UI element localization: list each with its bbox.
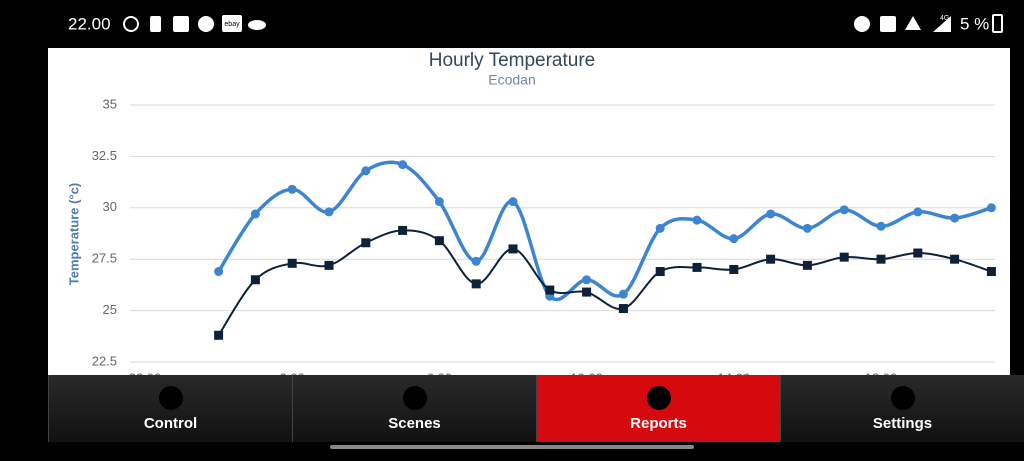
chart-title: Hourly Temperature: [429, 50, 596, 71]
point-marker: [324, 207, 334, 217]
point-marker: [434, 236, 444, 246]
point-marker: [876, 254, 886, 264]
point-marker: [802, 260, 812, 270]
point-marker: [361, 166, 371, 176]
whatsapp-icon: [123, 16, 139, 32]
point-marker: [839, 252, 849, 262]
y-tick-label: 27.5: [92, 251, 117, 266]
x-tick-label: 6:00: [427, 370, 452, 375]
alarm-icon: [854, 16, 870, 32]
point-marker: [618, 289, 628, 299]
x-tick-label: 18:00: [865, 370, 898, 375]
point-marker: [582, 275, 592, 285]
nav-icon: [158, 386, 183, 410]
point-marker: [471, 279, 481, 289]
point-marker: [692, 262, 702, 272]
point-marker: [766, 209, 776, 219]
point-marker: [692, 215, 702, 225]
point-marker: [214, 267, 224, 277]
cloud-icon: [248, 20, 266, 30]
point-marker: [471, 256, 481, 266]
point-marker: [250, 275, 260, 285]
y-tick-label: 22.5: [92, 353, 117, 368]
point-marker: [434, 197, 444, 207]
nav-icon: [402, 386, 427, 410]
point-marker: [913, 207, 923, 217]
point-marker: [766, 254, 776, 264]
y-axis-label: Temperature (°c): [66, 183, 81, 285]
point-marker: [508, 197, 518, 207]
nav-label: Settings: [872, 415, 933, 432]
app-icon: [173, 16, 189, 32]
battery-icon: [992, 14, 1003, 33]
x-tick-label: 22:00: [129, 370, 162, 375]
nav-tab[interactable]: Scenes: [292, 375, 536, 442]
ebay-text: ebay: [224, 21, 240, 28]
x-tick-label: 14:00: [718, 370, 751, 375]
y-tick-label: 30: [103, 199, 117, 214]
point-marker: [508, 244, 518, 254]
facebook-icon: [198, 16, 214, 32]
volte-icon: [880, 16, 896, 32]
point-marker: [398, 225, 408, 235]
nav-tab[interactable]: Settings: [780, 375, 1024, 442]
point-marker: [287, 184, 297, 194]
home-indicator: [330, 445, 694, 449]
point-marker: [287, 258, 297, 268]
chart-subtitle: Ecodan: [488, 72, 535, 88]
point-marker: [950, 213, 960, 223]
point-marker: [361, 238, 371, 248]
point-marker: [250, 209, 260, 219]
nav-tab[interactable]: Control: [48, 375, 292, 442]
point-marker: [398, 160, 408, 170]
point-marker: [839, 205, 849, 215]
alert-icon: [150, 16, 161, 32]
nav-tab[interactable]: Reports: [536, 375, 780, 442]
nav-label: Scenes: [388, 415, 441, 432]
point-marker: [214, 330, 224, 340]
series-line: [217, 160, 992, 302]
point-marker: [986, 203, 996, 213]
y-tick-label: 25: [103, 302, 117, 317]
point-marker: [582, 287, 592, 297]
mute-icon: [905, 16, 921, 30]
point-marker: [655, 267, 665, 277]
status-time: 22.00: [68, 14, 111, 33]
bottom-nav: Control Scenes Reports Settings: [48, 375, 1024, 442]
point-marker: [986, 267, 996, 277]
chart-background: [48, 48, 1010, 375]
nav-icon: [890, 386, 915, 410]
point-marker: [950, 254, 960, 264]
point-marker: [545, 285, 555, 295]
x-tick-label: 2:00: [280, 370, 305, 375]
y-tick-label: 32.5: [92, 148, 117, 163]
point-marker: [729, 264, 739, 274]
y-tick-label: 35: [103, 96, 117, 111]
network-text: 4G: [940, 15, 949, 22]
chart: 22.00 ebay 4G 5 % Hourly Temperature Eco…: [48, 14, 1010, 375]
point-marker: [618, 304, 628, 314]
nav-icon: [646, 386, 671, 410]
nav-label: Reports: [630, 415, 687, 432]
signal-icon: [933, 16, 951, 32]
point-marker: [802, 223, 812, 233]
series-line: [217, 229, 992, 336]
ebay-icon: [222, 15, 242, 32]
point-marker: [876, 221, 886, 231]
point-marker: [655, 223, 665, 233]
point-marker: [729, 234, 739, 244]
nav-label: Control: [143, 415, 198, 432]
battery-text: 5 %: [960, 14, 989, 33]
point-marker: [324, 260, 334, 270]
x-tick-label: 10:00: [570, 370, 603, 375]
point-marker: [913, 248, 923, 258]
